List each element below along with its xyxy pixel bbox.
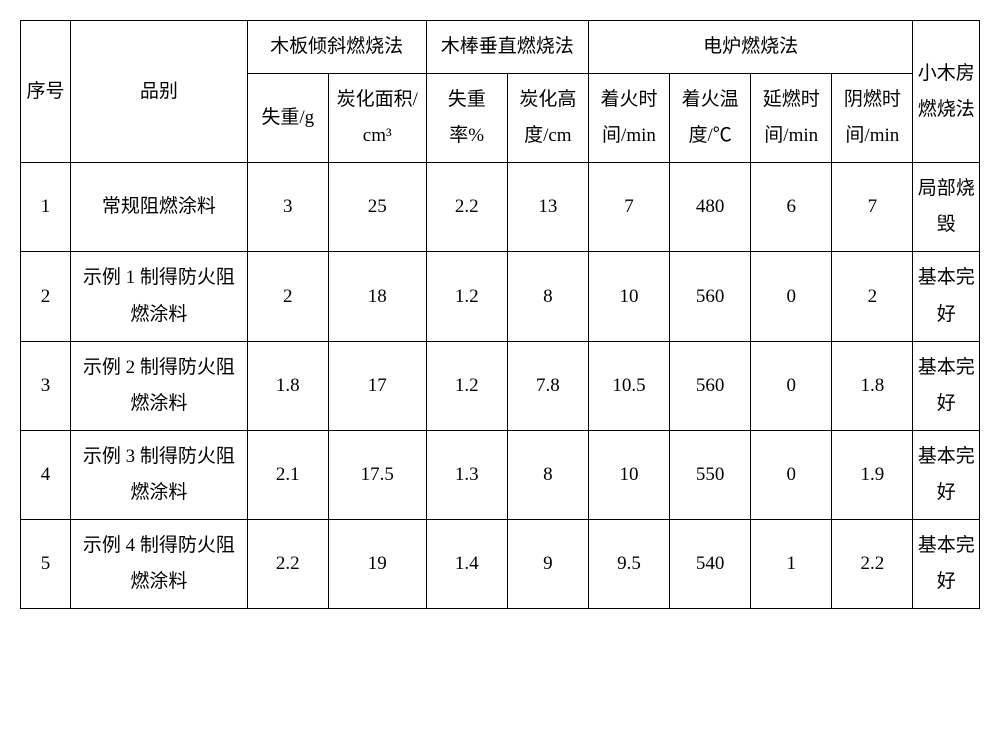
cell-seq: 2: [21, 252, 71, 341]
cell-g3c1: 10.5: [588, 341, 669, 430]
header-g2c1: 失重率%: [426, 74, 507, 163]
cell-g3c2: 560: [670, 252, 751, 341]
cell-g2c2: 9: [507, 520, 588, 609]
header-g3c2: 着火温度/℃: [670, 74, 751, 163]
header-seq: 序号: [21, 21, 71, 163]
cell-g3c2: 560: [670, 341, 751, 430]
cell-g2c1: 1.4: [426, 520, 507, 609]
cell-g3c2: 480: [670, 163, 751, 252]
cell-g3c2: 540: [670, 520, 751, 609]
cell-name: 常规阻燃涂料: [70, 163, 247, 252]
cell-g3c3: 0: [751, 341, 832, 430]
cell-g3c1: 7: [588, 163, 669, 252]
cell-last: 基本完好: [913, 252, 980, 341]
cell-g3c4: 1.8: [832, 341, 913, 430]
cell-g1c1: 2: [247, 252, 328, 341]
cell-g2c2: 8: [507, 252, 588, 341]
cell-g2c2: 8: [507, 430, 588, 519]
cell-g1c1: 1.8: [247, 341, 328, 430]
header-group1: 木板倾斜燃烧法: [247, 21, 426, 74]
table-row: 4示例 3 制得防火阻燃涂料2.117.51.381055001.9基本完好: [21, 430, 980, 519]
cell-name: 示例 3 制得防火阻燃涂料: [70, 430, 247, 519]
header-g2c2: 炭化高度/cm: [507, 74, 588, 163]
cell-seq: 4: [21, 430, 71, 519]
cell-last: 基本完好: [913, 341, 980, 430]
cell-g3c3: 0: [751, 430, 832, 519]
cell-g2c1: 1.3: [426, 430, 507, 519]
header-g3c4: 阴燃时间/min: [832, 74, 913, 163]
cell-g3c1: 10: [588, 430, 669, 519]
cell-g3c2: 550: [670, 430, 751, 519]
cell-g3c4: 7: [832, 163, 913, 252]
cell-g1c2: 19: [328, 520, 426, 609]
cell-last: 基本完好: [913, 430, 980, 519]
cell-g1c1: 3: [247, 163, 328, 252]
header-group3: 电炉燃烧法: [588, 21, 913, 74]
cell-g1c2: 25: [328, 163, 426, 252]
table-row: 1常规阻燃涂料3252.213748067局部烧毁: [21, 163, 980, 252]
cell-seq: 3: [21, 341, 71, 430]
cell-last: 基本完好: [913, 520, 980, 609]
cell-g2c2: 13: [507, 163, 588, 252]
cell-g2c1: 1.2: [426, 341, 507, 430]
cell-g2c1: 1.2: [426, 252, 507, 341]
table-body: 1常规阻燃涂料3252.213748067局部烧毁2示例 1 制得防火阻燃涂料2…: [21, 163, 980, 609]
cell-g3c3: 0: [751, 252, 832, 341]
header-g1c1: 失重/g: [247, 74, 328, 163]
cell-g1c1: 2.1: [247, 430, 328, 519]
table-row: 2示例 1 制得防火阻燃涂料2181.281056002基本完好: [21, 252, 980, 341]
cell-g3c1: 9.5: [588, 520, 669, 609]
cell-g1c2: 17: [328, 341, 426, 430]
cell-seq: 5: [21, 520, 71, 609]
cell-g3c4: 1.9: [832, 430, 913, 519]
cell-g3c4: 2.2: [832, 520, 913, 609]
cell-g1c1: 2.2: [247, 520, 328, 609]
cell-g1c2: 17.5: [328, 430, 426, 519]
table-row: 3示例 2 制得防火阻燃涂料1.8171.27.810.556001.8基本完好: [21, 341, 980, 430]
cell-last: 局部烧毁: [913, 163, 980, 252]
cell-g3c4: 2: [832, 252, 913, 341]
header-g1c2: 炭化面积/cm³: [328, 74, 426, 163]
cell-g3c3: 6: [751, 163, 832, 252]
cell-g2c2: 7.8: [507, 341, 588, 430]
cell-g2c1: 2.2: [426, 163, 507, 252]
cell-name: 示例 1 制得防火阻燃涂料: [70, 252, 247, 341]
combustion-test-table: 序号 品别 木板倾斜燃烧法 木棒垂直燃烧法 电炉燃烧法 小木房燃烧法 失重/g …: [20, 20, 980, 609]
table-row: 5示例 4 制得防火阻燃涂料2.2191.499.554012.2基本完好: [21, 520, 980, 609]
cell-seq: 1: [21, 163, 71, 252]
cell-name: 示例 2 制得防火阻燃涂料: [70, 341, 247, 430]
header-name: 品别: [70, 21, 247, 163]
header-g3c3: 延燃时间/min: [751, 74, 832, 163]
cell-g3c3: 1: [751, 520, 832, 609]
cell-name: 示例 4 制得防火阻燃涂料: [70, 520, 247, 609]
header-g3c1: 着火时间/min: [588, 74, 669, 163]
header-group2: 木棒垂直燃烧法: [426, 21, 588, 74]
cell-g3c1: 10: [588, 252, 669, 341]
header-last: 小木房燃烧法: [913, 21, 980, 163]
cell-g1c2: 18: [328, 252, 426, 341]
